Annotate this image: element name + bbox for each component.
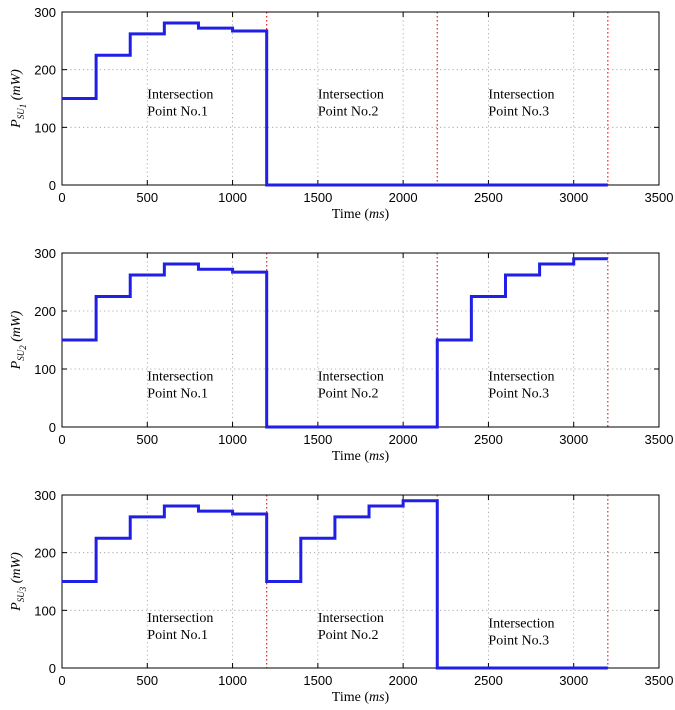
x-tick-label: 0 — [58, 190, 65, 205]
x-tick-label: 500 — [136, 432, 158, 447]
x-tick-label: 2000 — [389, 432, 418, 447]
annotation-intersection-point-3: Intersection Point No.3 — [488, 370, 554, 402]
x-axis-label-text: Time ( — [332, 449, 370, 464]
annotation-intersection-point-3: Intersection Point No.3 — [488, 88, 554, 120]
chart-panel-1: 0 500 1000 1500 2000 2500 3000 3500 0 100 200 300 In… — [9, 5, 673, 222]
x-axis-label-text: Time ( — [332, 207, 370, 222]
y-axis-label-sub: SU — [16, 108, 26, 120]
y-axis-label: PSU3 (mW) — [9, 552, 28, 612]
data-series-line — [62, 499, 608, 670]
y-tick-label: 300 — [34, 246, 56, 261]
annotation-line: Point No.2 — [318, 628, 379, 643]
x-tick-label: 500 — [136, 673, 158, 688]
x-tick-label: 0 — [58, 673, 65, 688]
y-axis-label: PSU1 (mW) — [9, 69, 28, 129]
x-tick-label: 1000 — [218, 673, 247, 688]
y-tick-label: 100 — [34, 362, 56, 377]
y-axis-label-main: P — [9, 602, 24, 612]
annotation-line: Intersection — [488, 88, 554, 103]
x-tick-label: 500 — [136, 190, 158, 205]
x-axis-label-close: ) — [385, 449, 390, 464]
annotation-intersection-point-1: Intersection Point No.1 — [147, 611, 213, 643]
x-axis-label-unit: ms — [369, 690, 385, 705]
x-axis-label-text: Time ( — [332, 690, 370, 705]
annotation-line: Point No.2 — [318, 105, 379, 120]
x-tick-label: 2000 — [389, 190, 418, 205]
annotation-intersection-point-2: Intersection Point No.2 — [318, 611, 384, 643]
x-tick-label: 1500 — [303, 190, 332, 205]
annotation-line: Intersection — [488, 370, 554, 385]
annotation-line: Intersection — [318, 88, 384, 103]
y-tick-label: 0 — [49, 661, 56, 676]
x-axis-label: Time (ms) — [332, 690, 390, 705]
y-axis-label-main: P — [9, 119, 24, 129]
y-axis-label: PSU2 (mW) — [9, 310, 28, 370]
y-axis-label-subsub: 1 — [18, 104, 28, 109]
annotation-intersection-point-3: Intersection Point No.3 — [488, 617, 554, 649]
x-tick-label: 1000 — [218, 432, 247, 447]
annotation-line: Intersection — [318, 611, 384, 626]
x-axis-label-unit: ms — [369, 449, 385, 464]
y-tick-label: 300 — [34, 5, 56, 20]
y-axis-label-unit: (mW) — [9, 69, 24, 104]
x-tick-label: 3000 — [559, 432, 588, 447]
y-tick-label: 0 — [49, 178, 56, 193]
annotation-line: Point No.2 — [318, 387, 379, 402]
x-tick-label: 2500 — [474, 432, 503, 447]
annotation-line: Intersection — [147, 370, 213, 385]
x-tick-label: 3500 — [645, 190, 674, 205]
x-axis-label: Time (ms) — [332, 207, 390, 222]
x-axis-label-unit: ms — [369, 207, 385, 222]
y-axis-label-sub: SU — [16, 591, 26, 603]
x-axis-label-close: ) — [385, 690, 390, 705]
annotation-line: Point No.3 — [488, 105, 549, 120]
y-tick-label: 0 — [49, 420, 56, 435]
x-tick-label: 1500 — [303, 673, 332, 688]
y-axis-label-sub: SU — [16, 349, 26, 361]
x-tick-label: 2500 — [474, 673, 503, 688]
y-tick-label: 300 — [34, 488, 56, 503]
y-tick-label: 200 — [34, 63, 56, 78]
annotation-line: Point No.3 — [488, 387, 549, 402]
annotation-line: Intersection — [318, 370, 384, 385]
x-tick-label: 2000 — [389, 673, 418, 688]
chart-panel-2: 0 500 1000 1500 2000 2500 3000 3500 0 100 200 300 In… — [9, 246, 673, 464]
data-series-line — [62, 21, 608, 187]
y-tick-label: 100 — [34, 603, 56, 618]
annotation-line: Intersection — [488, 617, 554, 632]
x-axis-label: Time (ms) — [332, 449, 390, 464]
x-axis-label-close: ) — [385, 207, 390, 222]
chart-panel-3: 0 500 1000 1500 2000 2500 3000 3500 0 100 200 300 In… — [9, 488, 673, 705]
x-tick-label: 3500 — [645, 673, 674, 688]
x-tick-label: 1000 — [218, 190, 247, 205]
y-tick-label: 100 — [34, 120, 56, 135]
annotation-line: Point No.3 — [488, 634, 549, 649]
x-tick-label: 2500 — [474, 190, 503, 205]
data-series-line — [62, 257, 608, 429]
y-axis-label-unit: (mW) — [9, 552, 24, 587]
x-tick-label: 0 — [58, 432, 65, 447]
annotation-line: Point No.1 — [147, 628, 208, 643]
x-tick-label: 3000 — [559, 190, 588, 205]
x-tick-label: 3000 — [559, 673, 588, 688]
annotation-intersection-point-1: Intersection Point No.1 — [147, 88, 213, 120]
annotation-intersection-point-2: Intersection Point No.2 — [318, 88, 384, 120]
y-axis-label-main: P — [9, 360, 24, 370]
x-tick-label: 1500 — [303, 432, 332, 447]
annotation-intersection-point-1: Intersection Point No.1 — [147, 370, 213, 402]
y-axis-label-unit: (mW) — [9, 310, 24, 345]
annotation-intersection-point-2: Intersection Point No.2 — [318, 370, 384, 402]
y-tick-label: 200 — [34, 546, 56, 561]
annotation-line: Intersection — [147, 611, 213, 626]
y-tick-label: 200 — [34, 304, 56, 319]
y-axis-label-subsub: 3 — [18, 586, 28, 592]
annotation-line: Intersection — [147, 88, 213, 103]
y-axis-label-subsub: 2 — [18, 345, 28, 350]
annotation-line: Point No.1 — [147, 105, 208, 120]
x-tick-label: 3500 — [645, 432, 674, 447]
annotation-line: Point No.1 — [147, 387, 208, 402]
